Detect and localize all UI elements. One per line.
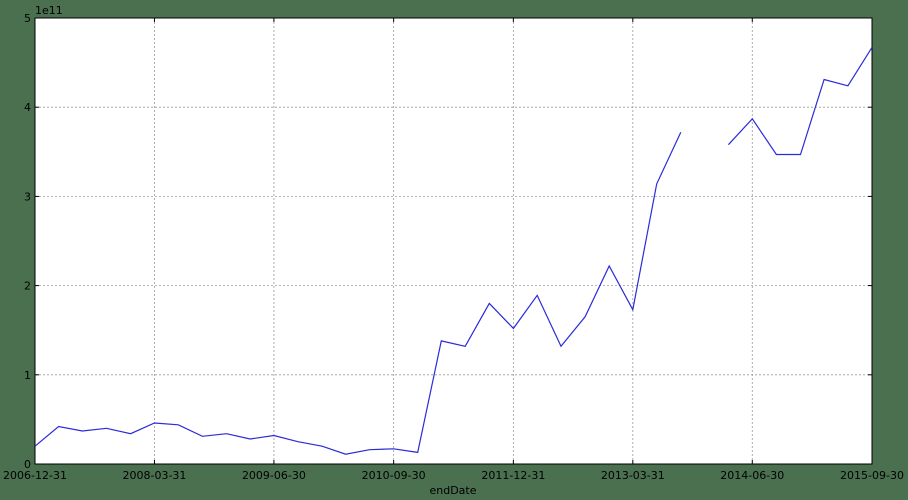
- y-multiplier-label: 1e11: [35, 4, 63, 17]
- series-layer: [34, 47, 873, 455]
- x-tick-label: 2010-09-30: [362, 469, 426, 482]
- x-tick-label: 2009-06-30: [242, 469, 306, 482]
- y-tick-label: 2: [24, 280, 31, 293]
- y-tick-label: 1: [24, 369, 31, 382]
- series-line-segment: [727, 47, 873, 156]
- y-tick-label: 5: [24, 12, 31, 25]
- plot-area: [34, 17, 873, 465]
- x-tick-label: 2006-12-31: [3, 469, 67, 482]
- x-tick-label: 2008-03-31: [122, 469, 186, 482]
- x-tick-label: 2015-09-30: [840, 469, 904, 482]
- x-tick-label: 2014-06-30: [720, 469, 784, 482]
- x-tick-label: 2011-12-31: [481, 469, 545, 482]
- grid-layer: [35, 18, 872, 464]
- tick-layer: 2006-12-31 2008-03-31 2009-06-30 2010-09-30…: [3, 12, 904, 482]
- y-tick-label: 0: [24, 458, 31, 471]
- x-tick-label: 2013-03-31: [601, 469, 665, 482]
- x-axis-label: endDate: [429, 484, 476, 497]
- y-tick-label: 4: [24, 101, 31, 114]
- y-tick-label: 3: [24, 190, 31, 203]
- series-line-segment: [34, 131, 682, 455]
